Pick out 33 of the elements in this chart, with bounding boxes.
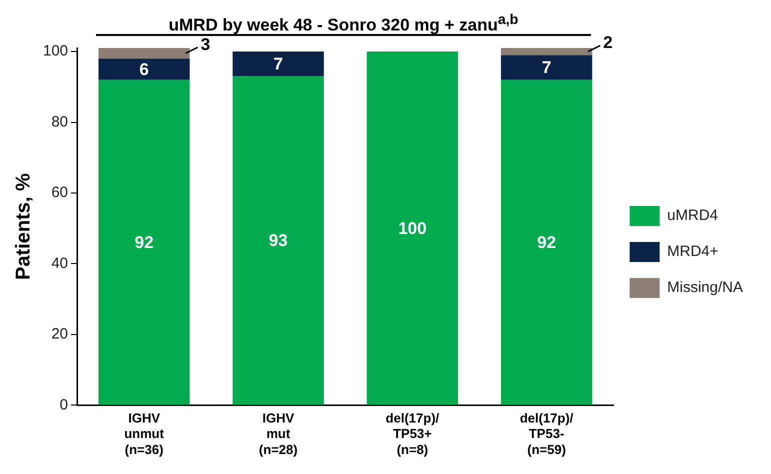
x-tick-label: del(17p)/ TP53- (n=59) bbox=[520, 410, 574, 457]
y-tick-label: 40 bbox=[51, 254, 68, 272]
y-axis-title: Patients, % bbox=[12, 173, 35, 280]
bar bbox=[98, 58, 190, 80]
bar bbox=[500, 80, 592, 405]
data-label: 3 bbox=[200, 34, 210, 54]
data-label: 6 bbox=[139, 60, 149, 79]
bar bbox=[98, 80, 190, 405]
x-tick-label: IGHV mut (n=28) bbox=[258, 410, 298, 457]
data-label: 92 bbox=[134, 232, 154, 252]
data-label: 2 bbox=[603, 33, 613, 52]
x-tick-label: IGHV unmut (n=36) bbox=[124, 410, 165, 457]
bar bbox=[500, 48, 592, 56]
legend-label: uMRD4 bbox=[667, 207, 718, 224]
chart-title: uMRD by week 48 - Sonro 320 mg + zanu$^{a,b}$ bbox=[96, 8, 591, 36]
data-label: 100 bbox=[398, 218, 427, 238]
y-tick-label: 0 bbox=[60, 396, 68, 414]
x-tick-label: del(17p)/ TP53+ (n=8) bbox=[386, 410, 440, 457]
bar bbox=[366, 52, 458, 405]
data-label: 93 bbox=[268, 231, 288, 250]
legend-label: MRD4+ bbox=[667, 243, 719, 260]
bar bbox=[98, 48, 190, 59]
y-tick-label: 20 bbox=[51, 326, 68, 343]
y-tick-label: 60 bbox=[51, 184, 68, 202]
data-label: 92 bbox=[537, 232, 556, 252]
y-tick-label: 80 bbox=[51, 113, 68, 130]
legend-label: Missing/NA bbox=[667, 279, 744, 296]
data-label: 7 bbox=[274, 54, 283, 74]
y-tick-label: 100 bbox=[42, 42, 68, 60]
bar bbox=[500, 55, 592, 80]
bar bbox=[232, 76, 324, 405]
bar bbox=[232, 52, 324, 76]
data-label: 7 bbox=[542, 58, 552, 78]
